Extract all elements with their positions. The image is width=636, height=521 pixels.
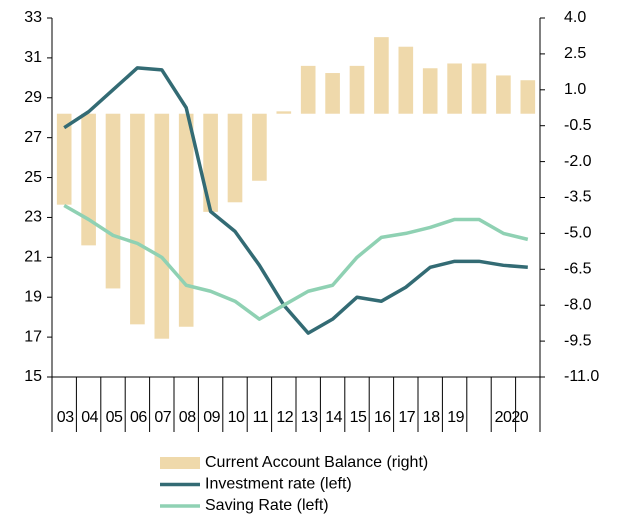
y-tick-label: 21 xyxy=(24,249,42,266)
y-tick-label: 19 xyxy=(24,288,42,305)
x-tick-label: 11 xyxy=(253,409,269,426)
x-tick-label: 07 xyxy=(154,409,171,426)
legend-label: Current Account Balance (right) xyxy=(205,454,428,471)
y2-tick-label: -8.0 xyxy=(564,296,592,313)
bar xyxy=(203,113,218,212)
bar xyxy=(496,75,511,114)
y-tick-label: 15 xyxy=(24,368,42,385)
y-tick-label: 29 xyxy=(24,89,42,106)
x-tick-label: 2020 xyxy=(495,409,529,426)
line xyxy=(63,66,528,335)
y-tick-label: 25 xyxy=(24,169,42,186)
y2-tick-label: -3.5 xyxy=(564,189,592,206)
bar xyxy=(105,113,121,289)
x-tick-label: 10 xyxy=(228,409,245,426)
bar xyxy=(398,46,414,114)
x-tick-label: 04 xyxy=(81,409,98,426)
bar xyxy=(374,37,389,114)
x-tick-label: 12 xyxy=(276,409,293,426)
y2-tick-label: -11.0 xyxy=(564,368,599,385)
x-tick-label: 19 xyxy=(447,409,464,426)
x-tick-label: 03 xyxy=(57,409,74,426)
x-tick-label: 06 xyxy=(130,409,147,426)
x-tick-label: 13 xyxy=(301,409,318,426)
bar xyxy=(422,68,438,114)
bar xyxy=(447,63,462,114)
bar xyxy=(349,65,365,114)
y-tick-label: 23 xyxy=(24,209,42,226)
y-tick-label: 17 xyxy=(24,328,42,345)
line xyxy=(63,203,529,321)
bar xyxy=(252,113,267,181)
bar xyxy=(276,111,292,114)
legend-label: Saving Rate (left) xyxy=(205,497,329,514)
bar xyxy=(520,80,536,114)
x-tick-label: 17 xyxy=(398,409,415,426)
x-tick-label: 16 xyxy=(374,409,391,426)
y2-tick-label: -9.5 xyxy=(564,332,592,349)
x-tick-label: 14 xyxy=(325,409,342,426)
x-tick-label: 18 xyxy=(423,409,440,426)
y2-tick-label: 4.0 xyxy=(564,9,586,26)
x-tick-label: 05 xyxy=(106,409,123,426)
y-tick-label: 31 xyxy=(24,49,42,66)
bar xyxy=(471,63,487,114)
bar xyxy=(227,113,243,203)
y2-tick-label: 2.5 xyxy=(564,45,586,62)
y-tick-label: 27 xyxy=(24,129,42,146)
bar xyxy=(56,113,72,205)
bar xyxy=(81,113,96,246)
bar xyxy=(130,113,145,325)
legend-swatch xyxy=(160,457,200,469)
y2-tick-label: -5.0 xyxy=(564,225,592,242)
x-tick-label: 08 xyxy=(179,409,196,426)
y2-tick-label: -0.5 xyxy=(564,117,592,134)
x-tick-label: 15 xyxy=(350,409,367,426)
y2-tick-label: 1.0 xyxy=(564,81,586,98)
x-tick-label: 09 xyxy=(203,409,220,426)
y-tick-label: 33 xyxy=(24,9,42,26)
y2-tick-label: -2.0 xyxy=(564,153,592,170)
y2-tick-label: -6.5 xyxy=(564,261,592,278)
bar xyxy=(300,65,316,114)
bar xyxy=(325,73,340,114)
bar xyxy=(154,113,170,339)
bar xyxy=(178,113,194,327)
legend-label: Investment rate (left) xyxy=(205,476,352,493)
